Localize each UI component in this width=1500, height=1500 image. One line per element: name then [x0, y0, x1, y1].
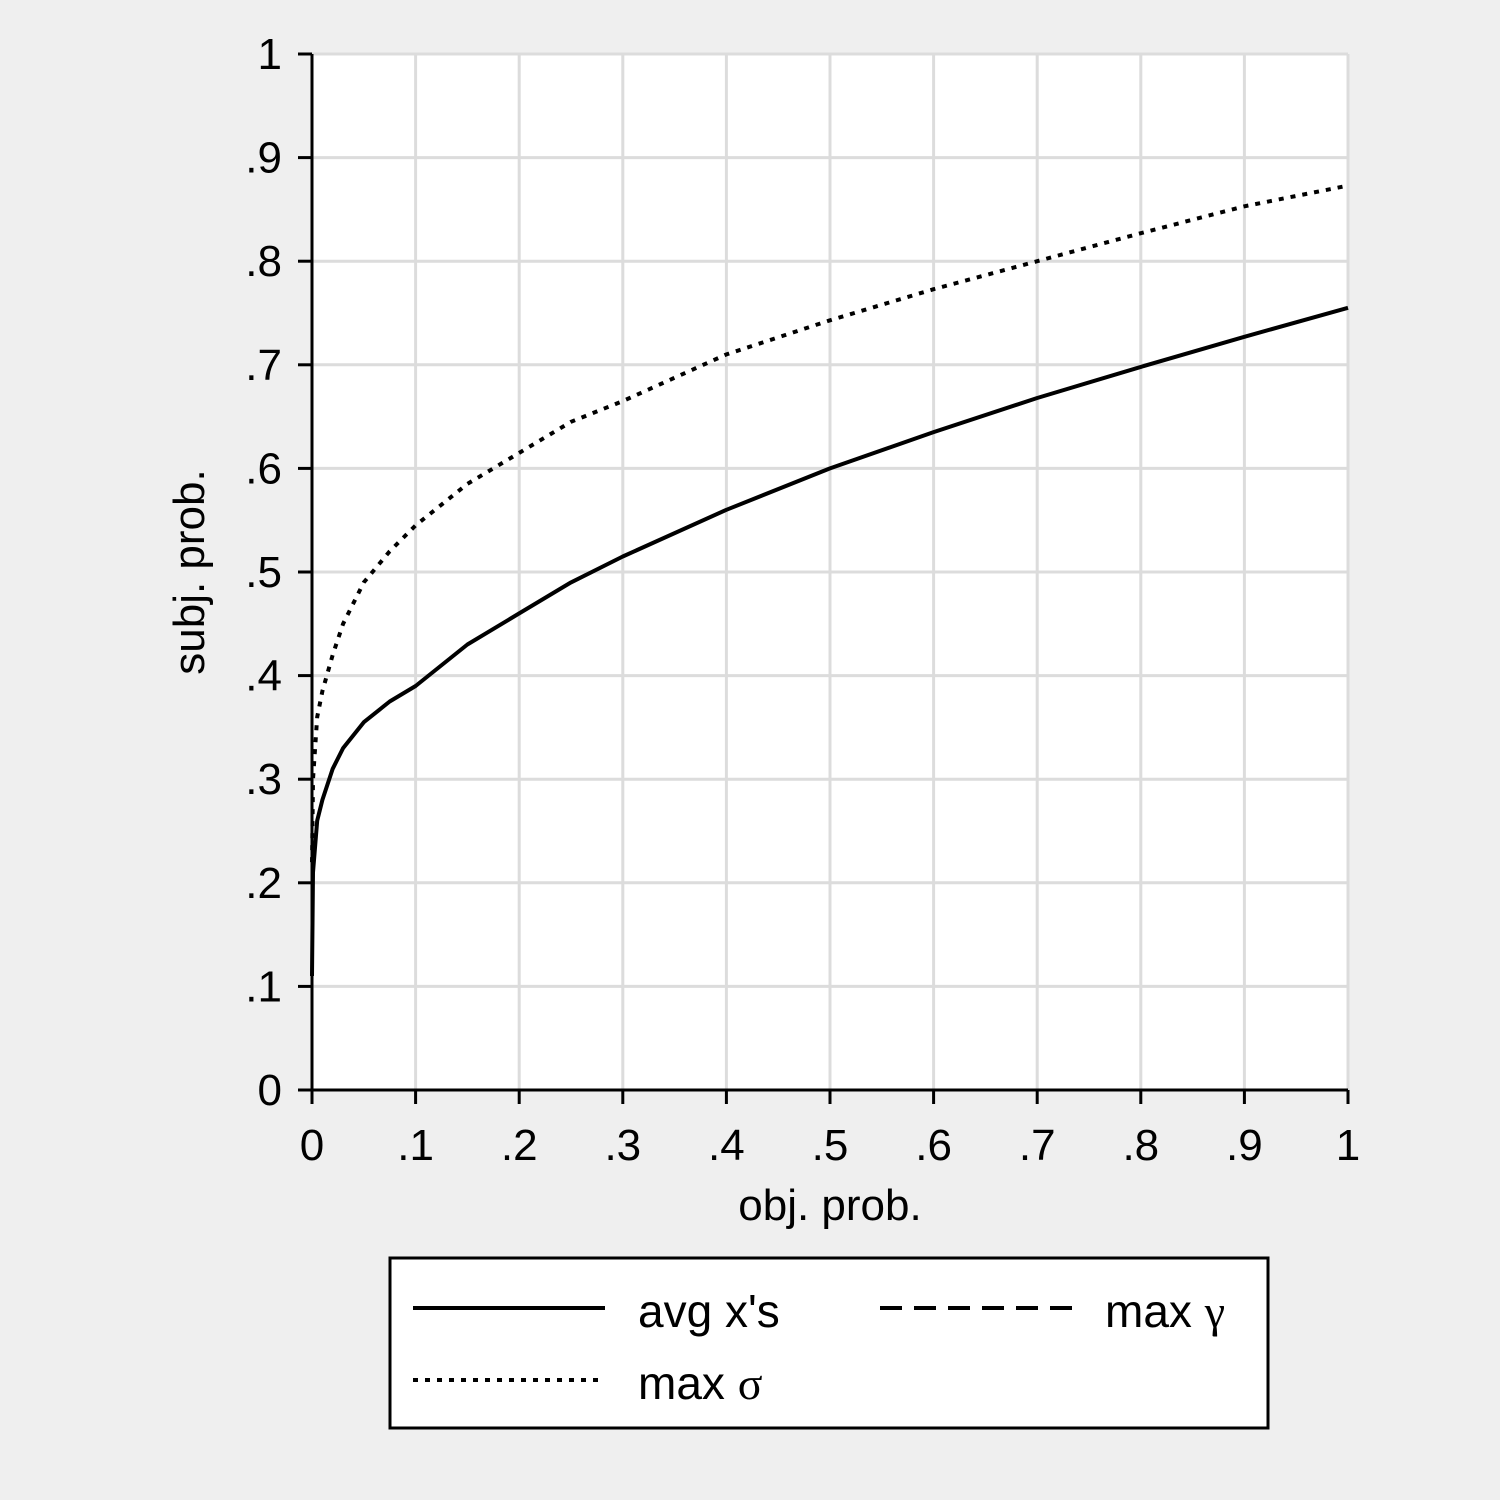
legend-label-max-gamma: max γ — [1105, 1285, 1225, 1337]
legend: avg x's max γ max σ — [388, 1256, 1270, 1430]
axes — [298, 52, 1350, 1104]
x-tick-label: .1 — [397, 1121, 434, 1170]
y-tick-label: .6 — [245, 444, 282, 493]
series-line-solid — [310, 305, 1349, 977]
legend-label-avg: avg x's — [638, 1285, 780, 1337]
legend-label-max-sigma: max σ — [638, 1357, 763, 1409]
y-axis-title: subj. prob. — [165, 469, 214, 674]
x-tick-label: .3 — [604, 1121, 641, 1170]
y-tick-label: .1 — [245, 962, 282, 1011]
y-tick-label: .8 — [245, 237, 282, 286]
y-tick-label: .4 — [245, 652, 282, 701]
y-tick-label: .5 — [245, 548, 282, 597]
legend-box — [388, 1256, 1270, 1430]
x-tick-label: 1 — [1336, 1121, 1360, 1170]
x-tick-label: .6 — [915, 1121, 952, 1170]
tick-labels: 00 .1 .1 .2 .2 .3 .3 .4 .4 .5 .5 .6 .6 .7 .7 .8 .8 .9 .9 1 1 — [245, 30, 1360, 1170]
series-lines — [310, 183, 1349, 977]
y-tick-label: .7 — [245, 341, 282, 390]
x-tick-label: .5 — [812, 1121, 849, 1170]
x-tick-label: .9 — [1226, 1121, 1263, 1170]
y-tick-label: .2 — [245, 859, 282, 908]
x-tick-label: .2 — [501, 1121, 538, 1170]
x-axis-title: obj. prob. — [738, 1181, 921, 1230]
y-tick-label: .3 — [245, 755, 282, 804]
x-tick-label: 0 — [300, 1121, 324, 1170]
x-tick-label: .8 — [1122, 1121, 1159, 1170]
y-tick-label: .9 — [245, 134, 282, 183]
gridlines — [312, 52, 1350, 1090]
x-tick-label: .7 — [1019, 1121, 1056, 1170]
y-tick-label: 0 — [258, 1066, 282, 1115]
x-tick-label: .4 — [708, 1121, 745, 1170]
y-tick-label: 1 — [258, 30, 282, 79]
